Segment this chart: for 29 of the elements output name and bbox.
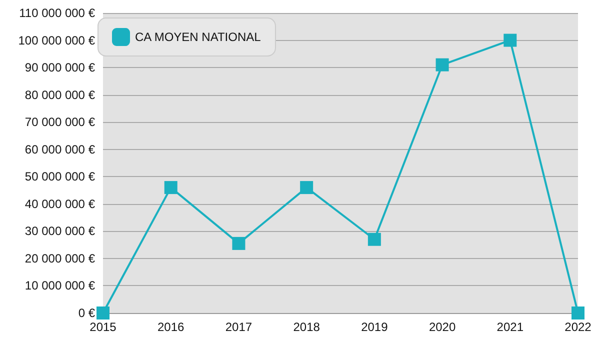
point (164, 181, 178, 194)
y-tick-label: 110 000 000 € (19, 6, 96, 20)
point (96, 306, 110, 320)
point (436, 58, 449, 72)
x-tick-label: 2018 (293, 320, 320, 334)
legend-label: CA MOYEN NATIONAL (135, 30, 262, 44)
x-tick-label: 2022 (564, 320, 592, 334)
y-tick-label: 90 000 000 € (24, 60, 96, 75)
point (504, 34, 517, 47)
y-tick-label: 70 000 000 € (24, 115, 96, 130)
y-tick-label: 50 000 000 € (24, 170, 96, 184)
x-tick-label: 2020 (428, 320, 456, 334)
y-tick-label: 0 € (78, 306, 96, 320)
x-tick-label: 2017 (225, 320, 252, 334)
y-tick-label: 10 000 000 € (24, 278, 96, 293)
y-tick-label: 80 000 000 € (24, 88, 96, 102)
x-tick-label: 2016 (158, 320, 185, 334)
x-tick-label: 2019 (361, 320, 388, 334)
point (368, 232, 381, 246)
point (232, 236, 246, 250)
y-tick-label: 40 000 000 € (24, 196, 96, 211)
x-tick-label: 2015 (90, 320, 117, 334)
x-tick-label: 2021 (496, 320, 524, 334)
point (300, 181, 314, 194)
point (572, 306, 584, 320)
y-tick-label: 100 000 000 € (18, 33, 96, 48)
y-tick-label: 20 000 000 € (24, 251, 96, 266)
y-tick-label: 30 000 000 € (24, 224, 96, 238)
y-tick-label: 60 000 000 € (24, 142, 96, 156)
